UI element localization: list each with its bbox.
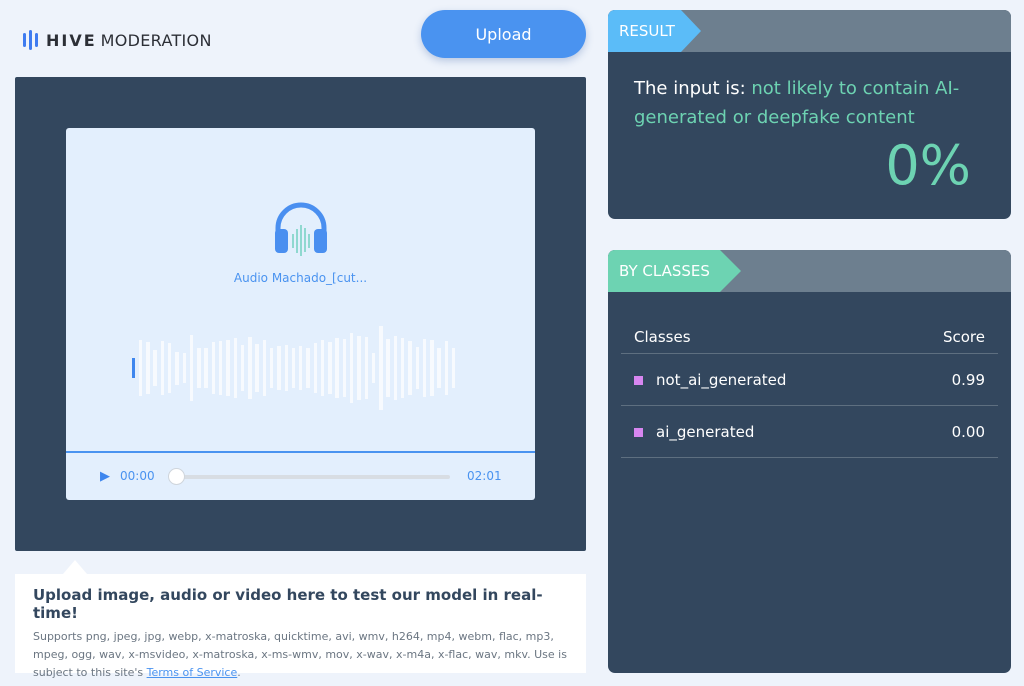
waveform-bar: [393, 336, 398, 400]
logo: HIVE MODERATION: [23, 30, 212, 50]
class-name: ai_generated: [656, 422, 755, 441]
column-classes: Classes: [634, 327, 691, 346]
duration: 02:01: [467, 469, 502, 483]
terms-of-service-link[interactable]: Terms of Service: [146, 666, 238, 679]
waveform-bar: [299, 346, 303, 390]
waveform-bar: [357, 336, 361, 400]
waveform-bar: [240, 345, 245, 391]
classes-header: BY CLASSES: [608, 250, 1011, 292]
waveform-bar: [175, 351, 179, 385]
play-icon[interactable]: ▶: [100, 469, 110, 484]
waveform-bar: [226, 340, 230, 396]
upload-button[interactable]: Upload: [421, 10, 586, 58]
waveform-bar: [386, 339, 390, 397]
waveform-bar: [211, 342, 216, 394]
waveform-bar: [422, 339, 427, 397]
waveform-bar: [291, 348, 296, 388]
class-name: not_ai_generated: [656, 370, 787, 389]
waveform-bar: [277, 346, 281, 390]
brand-name-bold: HIVE: [46, 30, 97, 50]
class-color-swatch: [634, 375, 643, 385]
info-pointer: [63, 560, 87, 574]
waveform-bar: [371, 353, 376, 383]
table-header: Classes Score: [621, 320, 998, 354]
waveform-bar: [364, 337, 368, 399]
result-header: RESULT: [608, 10, 1011, 52]
class-score: 0.00: [951, 422, 985, 441]
waveform-bar: [320, 340, 325, 396]
class-color-swatch: [634, 427, 643, 437]
waveform-bar: [437, 348, 441, 388]
progress-line: [66, 451, 535, 453]
class-score: 0.99: [951, 370, 985, 389]
waveform-bar: [160, 341, 165, 395]
waveform-bar: [379, 326, 383, 410]
waveform-bar: [248, 337, 252, 399]
waveform[interactable]: [132, 323, 456, 413]
info-title: Upload image, audio or video here to tes…: [33, 586, 543, 622]
result-panel: RESULT The input is: not likely to conta…: [608, 10, 1011, 219]
headphones-icon: [275, 202, 327, 256]
waveform-bar: [444, 341, 449, 395]
result-text: The input is: not likely to contain AI-g…: [634, 74, 994, 132]
waveform-bar: [204, 348, 208, 388]
classes-panel: BY CLASSES Classes Score not_ai_generated…: [608, 250, 1011, 673]
result-prefix: The input is:: [634, 78, 752, 99]
classes-tag: BY CLASSES: [608, 250, 741, 292]
waveform-bar: [168, 343, 172, 393]
brand-name-light: MODERATION: [100, 30, 212, 50]
audio-filename: Audio Machado_[cut...: [233, 271, 368, 285]
waveform-bar: [138, 340, 143, 396]
waveform-bar: [350, 333, 354, 403]
table-row: ai_generated 0.00: [621, 406, 998, 458]
info-box: Upload image, audio or video here to tes…: [15, 574, 586, 679]
waveform-bar: [189, 335, 194, 401]
supported-formats: Supports png, jpeg, jpg, webp, x-matrosk…: [33, 630, 567, 679]
waveform-bar: [335, 338, 339, 398]
waveform-bar: [313, 343, 318, 393]
waveform-bar: [430, 340, 434, 396]
waveform-bar: [153, 350, 157, 386]
waveform-bar: [197, 348, 201, 388]
table-row: not_ai_generated 0.99: [621, 354, 998, 406]
waveform-bar: [182, 353, 186, 383]
waveform-bar: [255, 344, 259, 392]
seek-slider[interactable]: [170, 475, 450, 479]
waveform-bar: [408, 341, 412, 395]
result-percent: 0%: [885, 134, 971, 197]
current-time: 00:00: [120, 469, 155, 483]
info-end: .: [237, 666, 241, 679]
waveform-bar: [415, 347, 419, 389]
waveform-bar: [218, 341, 223, 395]
waveform-bar: [342, 339, 347, 397]
waveform-bar: [262, 340, 267, 396]
waveform-bar: [284, 345, 288, 391]
waveform-bar: [146, 342, 150, 394]
waveform-cursor: [132, 358, 135, 378]
waveform-bar: [451, 348, 456, 388]
result-tag: RESULT: [608, 10, 701, 52]
audio-player-card: Audio Machado_[cut... ▶ 00:00 02:01: [66, 128, 535, 500]
waveform-bar: [306, 348, 310, 388]
waveform-bar: [269, 348, 274, 388]
result-verdict: not likely to contain AI-generated or de…: [634, 78, 960, 128]
waveform-bar: [328, 342, 332, 394]
waveform-bar: [401, 338, 405, 398]
seek-slider-handle[interactable]: [168, 468, 185, 485]
waveform-bar: [233, 338, 237, 398]
info-text: Supports png, jpeg, jpg, webp, x-matrosk…: [33, 628, 568, 682]
logo-icon: [23, 30, 38, 50]
column-score: Score: [942, 327, 985, 346]
